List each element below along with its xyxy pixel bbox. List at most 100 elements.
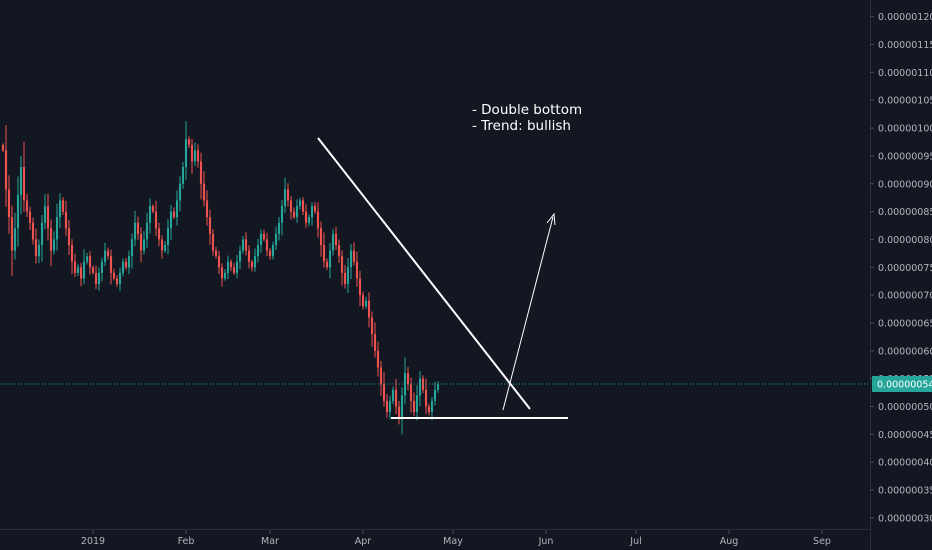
candle-down xyxy=(7,189,11,218)
time-axis-label: 2019 xyxy=(81,536,105,547)
candle-down xyxy=(91,267,95,273)
candle-up xyxy=(127,256,131,268)
candle-up xyxy=(436,384,440,390)
candle-down xyxy=(325,261,329,268)
candle-down xyxy=(301,200,305,212)
candle-down xyxy=(25,200,29,212)
price-axis-label: 0.00000095 xyxy=(878,151,932,162)
price-axis-label: 0.00000070 xyxy=(878,291,932,302)
candle-down xyxy=(94,272,98,284)
price-axis-label: 0.00000085 xyxy=(878,207,932,218)
candle-up xyxy=(97,272,101,284)
price-axis-label: 0.00000075 xyxy=(878,263,932,274)
candle-up xyxy=(364,300,368,307)
candle-up xyxy=(163,245,167,251)
candle-down xyxy=(202,183,206,201)
candle-down xyxy=(292,211,296,218)
candle-up xyxy=(418,378,422,396)
candle-down xyxy=(232,267,236,273)
descending-trendline xyxy=(317,137,531,410)
candle-down xyxy=(28,211,32,223)
candle-up xyxy=(271,245,275,257)
candle-down xyxy=(286,189,290,201)
candle-down xyxy=(214,250,218,257)
candle-down xyxy=(208,217,212,234)
candle-down xyxy=(199,161,203,184)
candle-up xyxy=(85,256,89,262)
candle-down xyxy=(220,267,224,279)
candle-up xyxy=(103,250,107,262)
candle-down xyxy=(355,261,359,279)
time-axis-label: Jul xyxy=(629,536,641,547)
candle-down xyxy=(49,228,53,251)
note-line-1: - Double bottom xyxy=(472,102,582,118)
candle-down xyxy=(385,400,389,413)
candle-up xyxy=(433,389,437,401)
candle-up xyxy=(241,239,245,251)
price-axis-label: 0.00000115 xyxy=(878,40,932,51)
candle-down xyxy=(406,373,410,385)
candle-down xyxy=(88,256,92,268)
candle-down xyxy=(1,145,5,151)
price-axis-label: 0.00000045 xyxy=(878,430,932,441)
candle-down xyxy=(61,200,65,212)
candle-down xyxy=(352,250,356,262)
candle-up xyxy=(142,239,146,251)
candle-up xyxy=(259,233,263,246)
candle-down xyxy=(157,228,161,240)
candle-up xyxy=(298,200,302,207)
candle-down xyxy=(340,256,344,273)
candle-down xyxy=(262,233,266,240)
candle-down xyxy=(136,222,140,234)
price-axis-label: 0.00000100 xyxy=(878,124,932,135)
last-price-label: 0.00000054 xyxy=(877,380,932,391)
price-axis-label: 0.00000105 xyxy=(878,96,932,107)
candle-up xyxy=(226,261,230,273)
time-axis-label: Feb xyxy=(178,536,195,547)
candle-up xyxy=(283,189,287,207)
candle-up xyxy=(274,233,278,246)
time-axis[interactable]: 2019 Feb Mar Apr May Jun Jul Aug Sep xyxy=(81,530,831,547)
candle-down xyxy=(10,217,14,251)
candle-up xyxy=(166,228,170,246)
candle-down xyxy=(376,350,380,368)
candle-up xyxy=(181,167,185,184)
price-axis-label: 0.00000030 xyxy=(878,513,932,524)
breakout-arrow-shaft xyxy=(502,216,554,411)
candle-up xyxy=(16,194,20,229)
candle-up xyxy=(100,261,104,273)
candle-down xyxy=(160,239,164,251)
time-axis-label: Jun xyxy=(538,536,554,547)
candle-down xyxy=(211,233,215,251)
price-axis-label: 0.00000120 xyxy=(878,12,932,23)
candle-down xyxy=(394,389,398,407)
candle-down xyxy=(46,206,50,229)
candle-down xyxy=(106,250,110,257)
candle-down xyxy=(205,200,209,218)
candle-up xyxy=(13,228,17,251)
candle-up xyxy=(430,400,434,413)
candle-down xyxy=(367,300,371,318)
candle-down xyxy=(361,295,365,307)
candle-down xyxy=(64,211,68,229)
candle-up xyxy=(391,389,395,401)
price-axis-label: 0.00000065 xyxy=(878,318,932,329)
candle-up xyxy=(82,261,86,279)
price-axis-label: 0.00000035 xyxy=(878,486,932,497)
candle-down xyxy=(31,222,35,240)
candle-down xyxy=(124,261,128,268)
candle-down xyxy=(316,211,320,229)
candle-down xyxy=(265,239,269,251)
candle-down xyxy=(427,406,431,413)
candle-down xyxy=(379,367,383,385)
candle-down xyxy=(409,384,413,401)
candle-up xyxy=(349,250,353,268)
candle-down xyxy=(304,211,308,223)
candle-down xyxy=(289,200,293,212)
candle-down xyxy=(70,245,74,262)
candle-down xyxy=(397,406,401,418)
candle-up xyxy=(52,239,56,251)
candle-up xyxy=(130,239,134,257)
time-axis-label: Apr xyxy=(355,536,372,547)
